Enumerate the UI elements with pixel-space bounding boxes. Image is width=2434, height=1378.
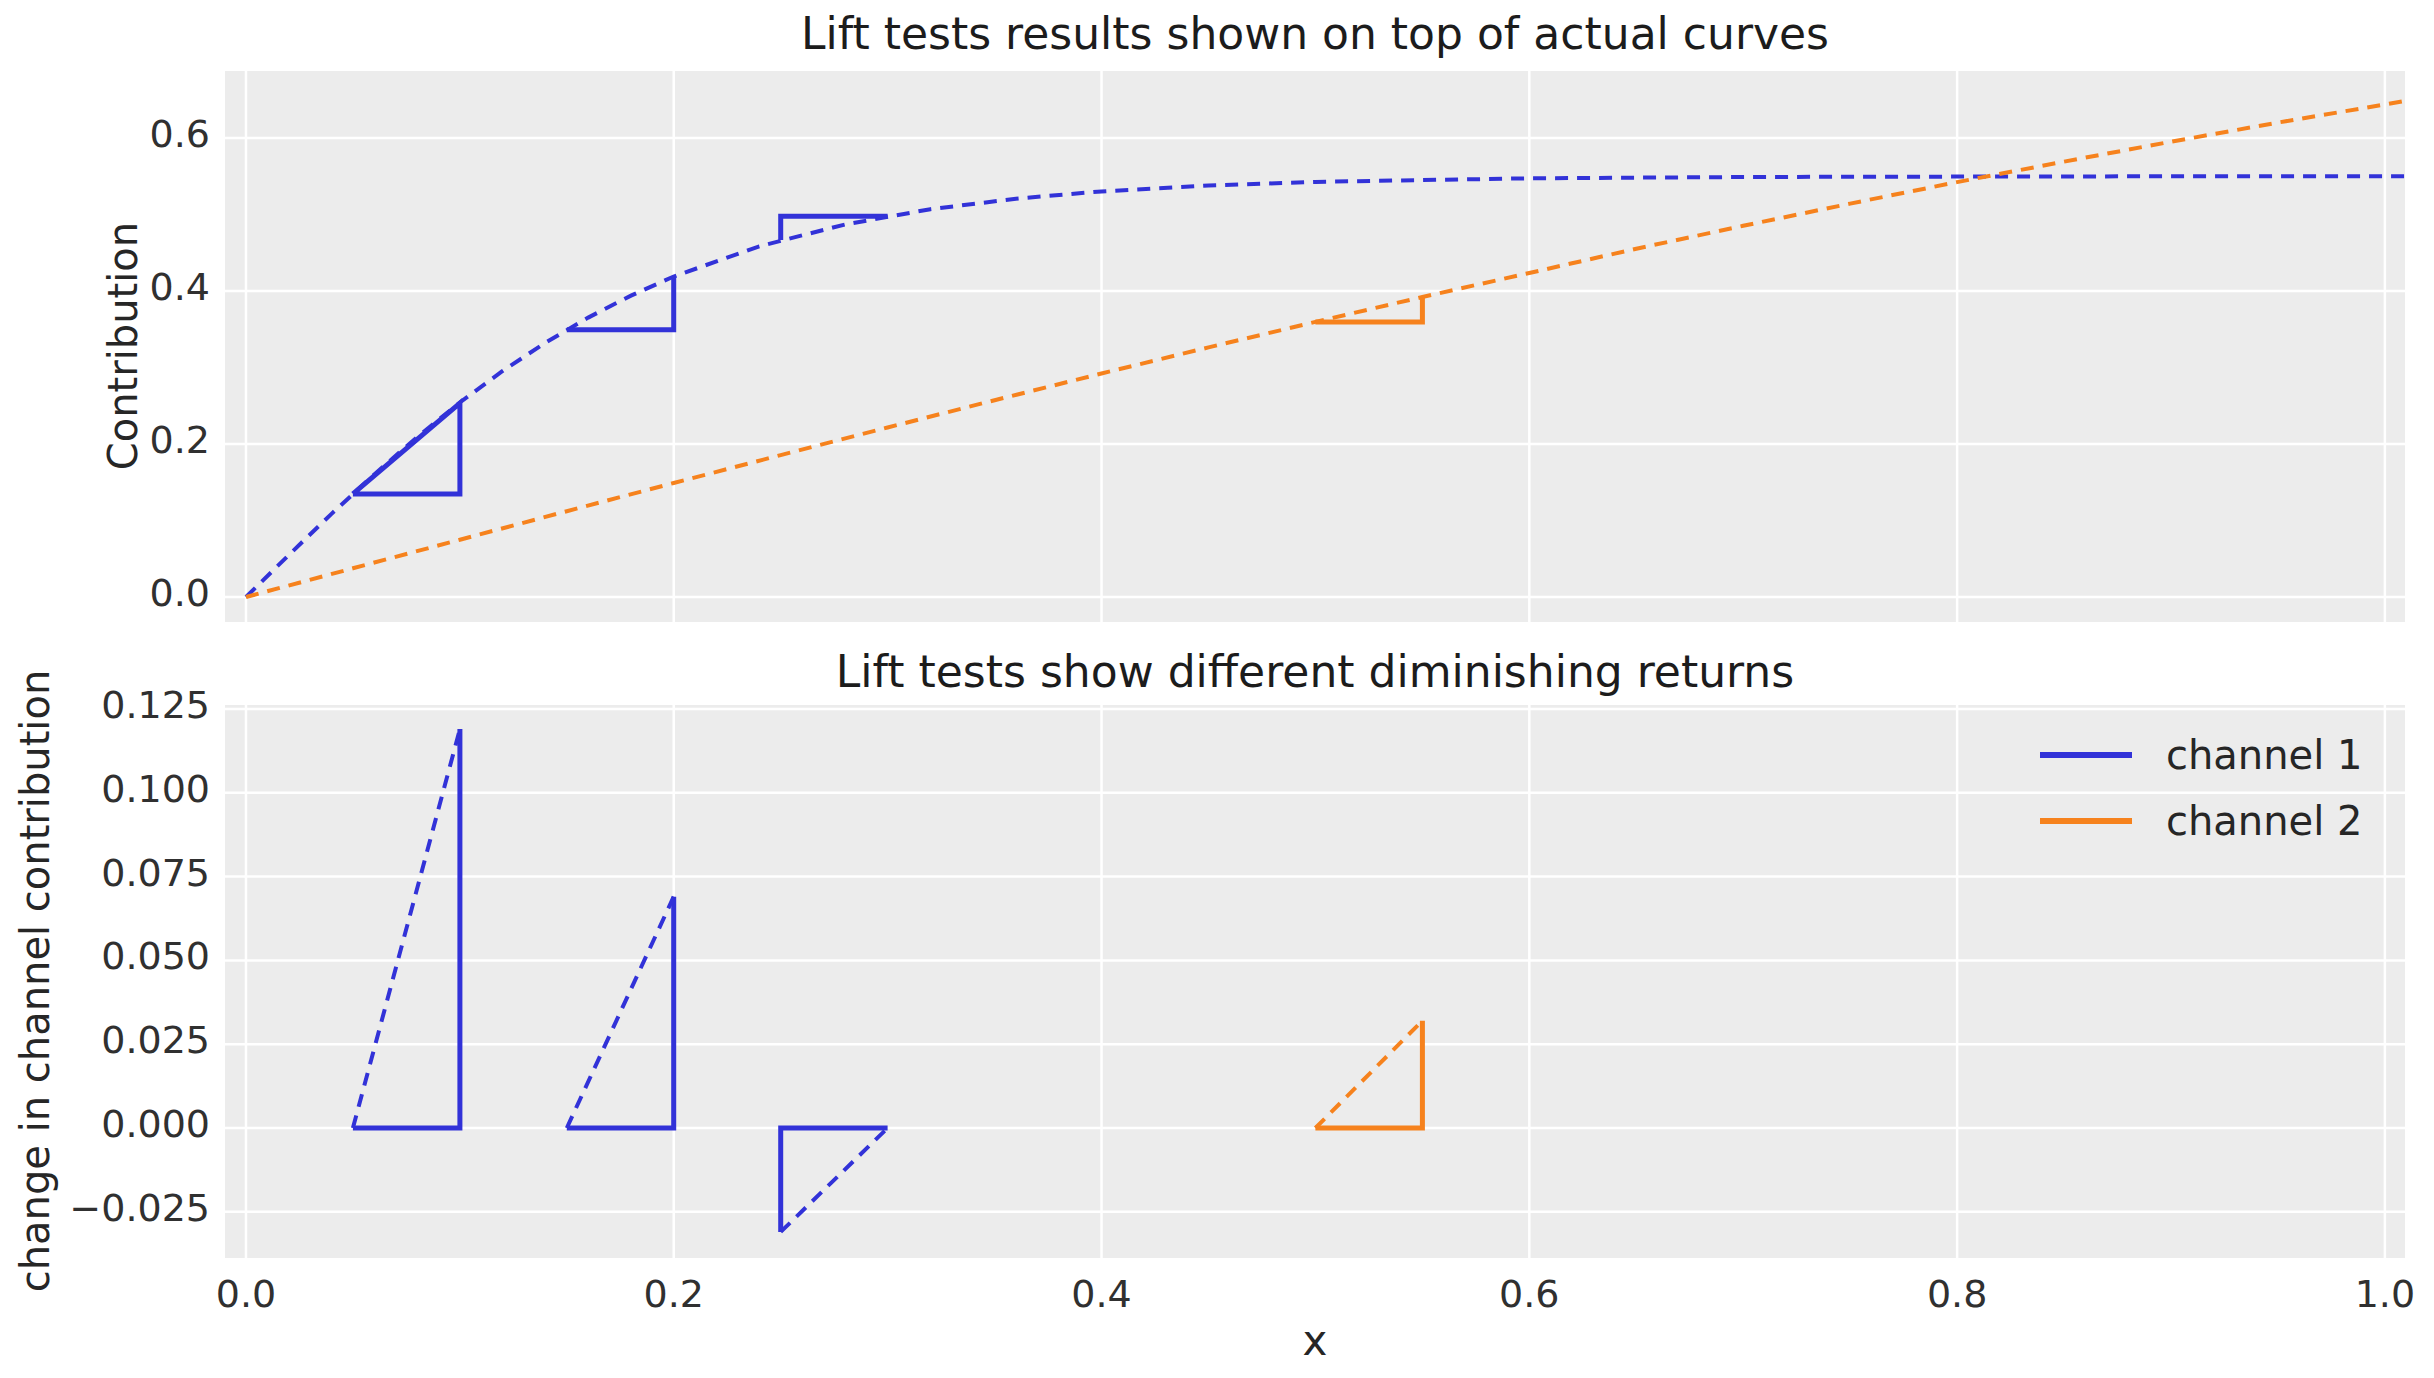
bottom-x-tick-label: 0.0 — [176, 1272, 316, 1316]
lift-test-2-channel1 — [567, 277, 674, 330]
bottom-x-tick-label: 0.8 — [1887, 1272, 2027, 1316]
top-y-tick-label: 0.2 — [150, 418, 210, 462]
x-axis-label: x — [1265, 1316, 1365, 1365]
channel-2-line-swatch — [2040, 818, 2132, 824]
channel-2-curve — [246, 101, 2405, 597]
top-y-tick-label: 0.4 — [150, 265, 210, 309]
channel-1-line-swatch — [2040, 752, 2132, 758]
bottom-plot-title: Lift tests show different diminishing re… — [225, 646, 2405, 697]
top-y-tick-label: 0.0 — [150, 571, 210, 615]
bottom-x-tick-label: 1.0 — [2315, 1272, 2434, 1316]
lift-test-1-channel1 — [353, 403, 460, 494]
bottom-x-tick-label: 0.6 — [1459, 1272, 1599, 1316]
lift-2-sides — [567, 897, 674, 1128]
lift-4-hypotenuse — [1315, 1021, 1422, 1128]
bottom-y-tick-label: 0.125 — [101, 683, 210, 727]
lift-1-hypotenuse — [353, 729, 460, 1128]
top-plot-title: Lift tests results shown on top of actua… — [225, 8, 2405, 59]
legend-label: channel 1 — [2166, 732, 2362, 778]
lift-3-hypotenuse — [781, 1128, 888, 1232]
legend: channel 1 channel 2 — [2040, 722, 2362, 854]
bottom-x-tick-label: 0.4 — [1032, 1272, 1172, 1316]
figure: Lift tests results shown on top of actua… — [0, 0, 2434, 1378]
bottom-y-tick-label: 0.000 — [101, 1102, 210, 1146]
legend-label: channel 2 — [2166, 798, 2362, 844]
top-y-tick-label: 0.6 — [150, 112, 210, 156]
bottom-y-tick-label: 0.025 — [101, 1018, 210, 1062]
lift-2-hypotenuse — [567, 897, 674, 1128]
bottom-y-tick-label: 0.100 — [101, 767, 210, 811]
bottom-x-tick-label: 0.2 — [604, 1272, 744, 1316]
bottom-y-tick-label: 0.075 — [101, 851, 210, 895]
bottom-y-tick-label: 0.050 — [101, 934, 210, 978]
top-plot-ylabel: Contribution — [95, 46, 151, 646]
bottom-plot-ylabel: change in channel contribution — [7, 531, 63, 1378]
legend-item-channel-1: channel 1 — [2040, 722, 2362, 788]
top-plot-area — [225, 71, 2405, 622]
bottom-y-tick-label: −0.025 — [69, 1186, 210, 1230]
legend-item-channel-2: channel 2 — [2040, 788, 2362, 854]
channel-1-curve — [246, 176, 2405, 597]
top-plot-svg — [225, 71, 2405, 622]
